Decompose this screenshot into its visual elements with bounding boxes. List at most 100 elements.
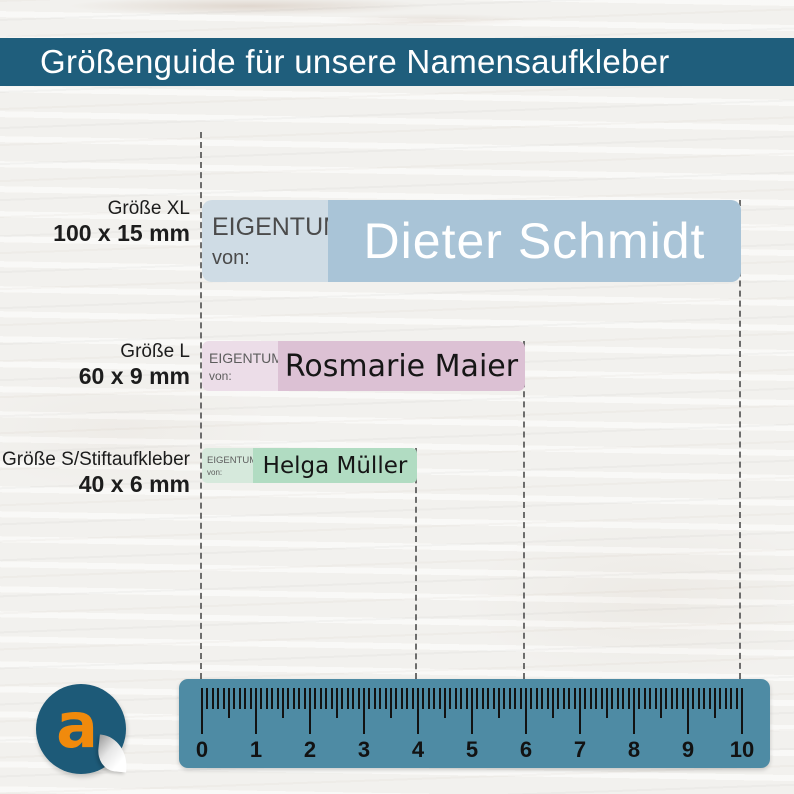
ruler-tick: [336, 688, 338, 718]
ruler-tick: [719, 688, 722, 709]
ruler-tick: [643, 688, 646, 709]
ruler-tick: [730, 688, 733, 709]
ruler-tick: [525, 688, 527, 734]
ruler-tick: [676, 688, 679, 709]
owner-sublabel: von:: [209, 368, 232, 383]
ruler-tick: [271, 688, 274, 709]
ruler-tick: [568, 688, 571, 709]
ruler-tick: [697, 688, 700, 709]
ruler-number: 4: [411, 737, 425, 762]
size-dimensions: 100 x 15 mm: [53, 220, 190, 246]
ruler-tick: [541, 688, 544, 709]
ruler-tick: [503, 688, 506, 709]
sticker-name: Rosmarie Maier: [278, 341, 525, 391]
ruler-tick: [611, 688, 614, 709]
ruler-tick: [346, 688, 349, 709]
ruler-tick: [287, 688, 290, 709]
ruler-tick: [627, 688, 630, 709]
ruler-tick: [687, 688, 689, 734]
ruler-tick: [498, 688, 500, 718]
logo-sticker-circle: a: [36, 684, 126, 774]
ruler-number: 1: [249, 737, 263, 762]
ruler-tick: [330, 688, 333, 709]
ruler-tick: [638, 688, 641, 709]
guide-line-0cm: [200, 132, 202, 679]
ruler-tick: [244, 688, 247, 709]
size-label-l: Größe L 60 x 9 mm: [0, 340, 190, 390]
ruler-tick: [584, 688, 587, 709]
ruler-tick: [341, 688, 344, 709]
ruler-tick: [703, 688, 706, 709]
ruler-tick: [681, 688, 684, 709]
ruler-tick: [649, 688, 652, 709]
sticker-owner-section: EIGENTUM von:: [202, 341, 283, 391]
ruler-tick: [249, 688, 252, 709]
ruler-tick: [433, 688, 436, 709]
sticker-name: Helga Müller: [253, 448, 417, 483]
ruler-tick: [379, 688, 382, 709]
ruler-tick: [325, 688, 328, 709]
ruler-tick: [255, 688, 257, 734]
size-dimensions: 40 x 6 mm: [78, 471, 190, 497]
ruler-tick: [724, 688, 727, 709]
ruler-tick: [562, 688, 565, 709]
ruler-tick: [217, 688, 220, 709]
ruler-number: 7: [573, 737, 587, 762]
ruler-tick: [465, 688, 468, 709]
ruler-number: 8: [627, 737, 641, 762]
ruler-tick: [363, 688, 365, 734]
ruler-tick: [406, 688, 409, 709]
ruler-tick: [238, 688, 241, 709]
ruler-tick: [438, 688, 441, 709]
ruler-tick: [622, 688, 625, 709]
ruler-number: 5: [465, 737, 479, 762]
ruler-tick: [508, 688, 511, 709]
ruler-tick: [411, 688, 414, 709]
sticker-sample-s: EIGENTUM von: Helga Müller: [202, 448, 417, 483]
ruler-tick: [384, 688, 387, 709]
ruler-tick: [368, 688, 371, 709]
ruler-tick: [222, 688, 225, 709]
ruler-tick: [211, 688, 214, 709]
owner-label: EIGENTUM: [212, 212, 344, 241]
ruler-tick: [357, 688, 360, 709]
ruler-tick: [487, 688, 490, 709]
ruler-tick: [519, 688, 522, 709]
guide-line-6cm: [523, 341, 525, 679]
ruler-tick: [233, 688, 236, 709]
ruler-tick: [228, 688, 230, 718]
guide-line-4cm: [415, 448, 417, 679]
ruler-number: 10: [729, 737, 755, 762]
ruler-tick: [449, 688, 452, 709]
ruler-tick: [314, 688, 317, 709]
ruler-tick: [692, 688, 695, 709]
ruler-tick: [535, 688, 538, 709]
size-name: Größe L: [120, 341, 190, 362]
ruler-tick: [735, 688, 738, 709]
ruler-tick: [660, 688, 662, 718]
ruler-tick: [481, 688, 484, 709]
logo-letter-a-icon: a: [56, 688, 98, 762]
ruler-tick: [276, 688, 279, 709]
header-banner: Größenguide für unsere Namensaufkleber: [0, 38, 794, 86]
ruler-tick: [741, 688, 743, 734]
ruler-tick: [260, 688, 263, 709]
ruler-tick: [454, 688, 457, 709]
owner-label: EIGENTUM: [209, 349, 283, 366]
ruler-tick: [303, 688, 306, 709]
ruler-tick: [552, 688, 554, 718]
ruler-number: 6: [519, 737, 533, 762]
ruler-tick: [546, 688, 549, 709]
sticker-owner-section: EIGENTUM von:: [202, 448, 257, 483]
ruler-tick: [579, 688, 581, 734]
ruler-tick: [589, 688, 592, 709]
ruler-tick: [319, 688, 322, 709]
page-title: Größenguide für unsere Namensaufkleber: [40, 43, 670, 80]
size-label-s: Größe S/Stiftaufkleber 40 x 6 mm: [0, 448, 190, 498]
ruler-tick: [654, 688, 657, 709]
ruler-tick: [444, 688, 446, 718]
ruler-tick: [422, 688, 425, 709]
ruler-tick: [206, 688, 209, 709]
ruler-tick: [708, 688, 711, 709]
